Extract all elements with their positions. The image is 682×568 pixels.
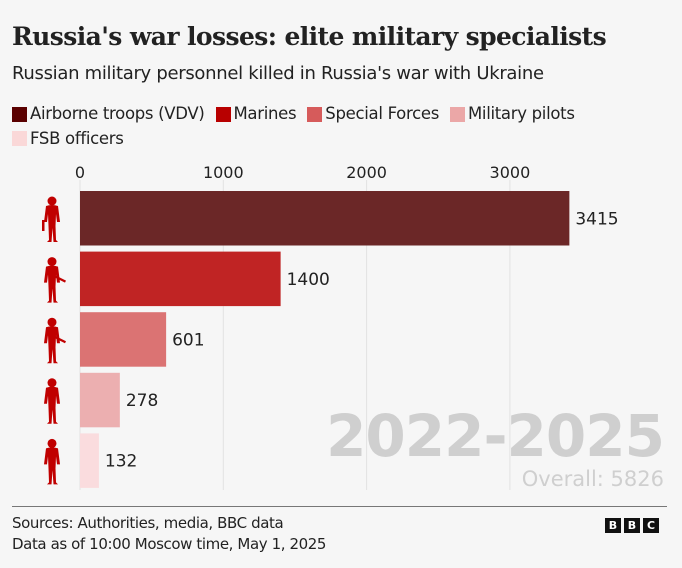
bar-value-label: 132: [105, 452, 137, 472]
chart-subtitle: Russian military personnel killed in Rus…: [12, 63, 544, 84]
x-tick-label: 2000: [346, 163, 387, 182]
x-axis-ticks: 0 1000 2000 3000: [75, 163, 530, 182]
bar-value-label: 278: [126, 391, 158, 411]
soldier-icon: [44, 317, 66, 364]
legend-label: FSB officers: [30, 128, 124, 148]
bar-value-label: 3415: [575, 209, 618, 229]
bar-chart: 0 1000 2000 3000 2022-2025 Overall: 5826 34…: [42, 163, 665, 491]
bbc-logo-letter: C: [643, 518, 659, 533]
soldier-icon: [44, 438, 60, 485]
legend-item-special-forces: Special Forces: [307, 103, 439, 125]
bar: [80, 433, 99, 488]
bar: [80, 191, 570, 246]
legend-item-marines: Marines: [215, 103, 297, 125]
x-tick-label: 0: [75, 163, 85, 182]
soldier-icon: [44, 257, 66, 303]
legend-swatch: [215, 106, 231, 122]
legend-swatch: [12, 106, 27, 122]
data-date-note: Data as of 10:00 Moscow time, May 1, 202…: [12, 535, 327, 553]
legend: Airborne troops (VDV) Marines Special Fo…: [12, 103, 652, 152]
bar-value-label: 601: [172, 330, 204, 350]
soldier-icon: [42, 196, 60, 242]
legend-label: Airborne troops (VDV): [30, 104, 205, 123]
overall-total-label: Overall: 5826: [522, 467, 664, 491]
bbc-logo-letter: B: [605, 518, 621, 533]
value-labels: 3415 1400 601 278 132: [105, 209, 619, 471]
x-tick-label: 3000: [490, 163, 531, 182]
footer-divider: [12, 506, 667, 507]
sources-note: Sources: Authorities, media, BBC data: [12, 514, 284, 532]
legend-label: Military pilots: [467, 104, 575, 123]
legend-label: Special Forces: [325, 104, 440, 123]
bars: [80, 191, 570, 488]
bar: [80, 312, 167, 367]
period-label: 2022-2025: [326, 402, 664, 470]
legend-swatch: [12, 131, 27, 146]
legend-item-vdv: Airborne troops (VDV): [12, 103, 205, 125]
legend-swatch: [307, 106, 323, 122]
legend-swatch: [449, 106, 465, 122]
chart-title: Russia's war losses: elite military spec…: [12, 22, 607, 51]
legend-item-fsb-officers: FSB officers: [12, 128, 124, 150]
footer: Sources: Authorities, media, BBC data Da…: [12, 513, 326, 555]
bar: [80, 251, 281, 307]
bbc-logo-letter: B: [624, 518, 640, 533]
soldier-icon: [44, 378, 60, 424]
x-tick-label: 1000: [203, 163, 244, 182]
legend-item-military-pilots: Military pilots: [449, 103, 575, 125]
period-annotation: 2022-2025 Overall: 5826: [326, 402, 665, 491]
legend-label: Marines: [233, 104, 297, 123]
bbc-logo: B B C: [605, 518, 659, 533]
bar: [80, 372, 120, 428]
bar-value-label: 1400: [287, 270, 330, 290]
soldier-icons: [42, 196, 66, 485]
